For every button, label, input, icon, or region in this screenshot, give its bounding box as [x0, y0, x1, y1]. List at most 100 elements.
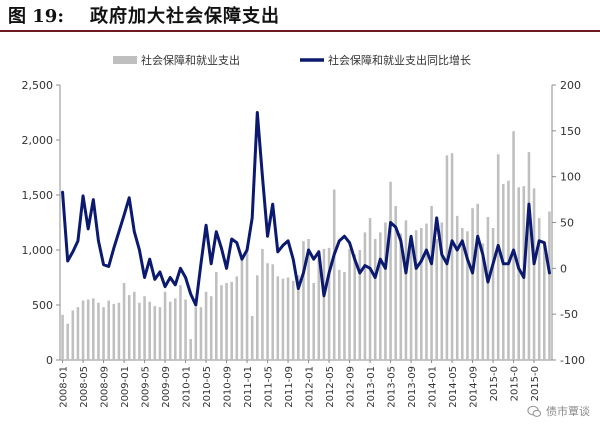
bar — [199, 307, 203, 360]
bar — [517, 187, 520, 360]
y-right-tick-label: 150 — [560, 125, 581, 138]
growth-line — [61, 111, 551, 307]
y-left-tick-label: 2,500 — [22, 79, 54, 92]
bar — [363, 232, 367, 360]
bar — [204, 291, 208, 360]
bar — [194, 307, 198, 360]
bar — [76, 307, 80, 360]
legend-bar-swatch — [113, 56, 137, 64]
bar — [343, 272, 346, 360]
bar — [245, 246, 249, 360]
x-tick-label: 2009-09 — [161, 366, 172, 408]
bar — [338, 269, 341, 360]
bar — [209, 296, 213, 360]
bar — [117, 302, 121, 360]
chart-legend: 社会保障和就业支出 社会保障和就业支出同比增长 — [113, 53, 471, 67]
bar — [327, 247, 331, 360]
x-tick-label: 2015-0 — [530, 366, 541, 401]
combo-chart: 社会保障和就业支出 社会保障和就业支出同比增长 0 50 0 1,000 1,500 2,0… — [22, 53, 585, 408]
bar — [455, 215, 459, 360]
title-divider — [0, 30, 600, 32]
bar — [368, 218, 372, 360]
bar — [86, 299, 90, 360]
x-tick-label: 2014-01 — [428, 366, 439, 408]
y-right-tick-label: 200 — [560, 79, 581, 92]
bar — [332, 189, 336, 360]
bar — [276, 276, 280, 360]
bar — [138, 302, 141, 360]
bar — [220, 285, 223, 360]
bar — [250, 316, 254, 360]
x-tick-label: 2013-01 — [366, 366, 377, 408]
y-right-tick-label: -50 — [560, 308, 578, 321]
bar — [471, 208, 474, 360]
bar — [461, 228, 464, 360]
bar — [414, 230, 418, 360]
bar — [389, 181, 392, 360]
bar — [158, 307, 162, 360]
bar — [215, 272, 218, 360]
x-tick-label: 2012-09 — [346, 366, 357, 408]
bar — [353, 254, 356, 360]
bar — [481, 243, 485, 360]
bar — [286, 277, 290, 360]
x-tick-label: 2008-05 — [79, 366, 90, 408]
bar — [476, 203, 479, 360]
x-tick-label: 2009-01 — [120, 366, 131, 408]
bar — [66, 323, 69, 360]
x-tick-label: 2013-05 — [387, 366, 398, 408]
bar — [256, 275, 259, 360]
wechat-icon — [527, 405, 542, 417]
legend-bar-label: 社会保障和就业支出 — [141, 53, 240, 67]
bar — [168, 301, 172, 360]
bar — [230, 281, 233, 360]
bar — [450, 153, 454, 360]
y-left-tick-label: 1,000 — [22, 244, 54, 257]
bar — [312, 283, 315, 360]
bar — [496, 154, 500, 360]
bar — [240, 255, 244, 360]
x-tick-label: 2009-05 — [141, 366, 152, 408]
bar — [261, 248, 264, 360]
bar — [486, 217, 490, 360]
bar — [92, 298, 95, 360]
bar — [281, 278, 285, 360]
bar — [512, 131, 515, 360]
bar — [133, 291, 136, 360]
bar — [107, 300, 110, 360]
x-tick-label: 2012-05 — [325, 366, 336, 408]
figure-title: 政府加大社会保障支出 — [89, 6, 280, 27]
bar — [548, 211, 551, 360]
y-right-tick-label: 50 — [560, 217, 574, 230]
bar — [491, 228, 495, 360]
x-tick-label: 2014-05 — [448, 366, 459, 408]
bar — [189, 339, 192, 360]
y-right-tick-label: -100 — [560, 354, 585, 367]
bar — [502, 184, 505, 360]
bar — [373, 239, 377, 360]
bar — [291, 280, 295, 360]
bar — [97, 302, 100, 360]
bar — [404, 220, 408, 360]
bar — [112, 303, 116, 360]
bar — [61, 314, 64, 360]
bar — [507, 180, 510, 360]
bar — [143, 296, 146, 360]
bar — [322, 248, 326, 360]
bar — [409, 236, 413, 360]
x-tick-label: 2012-01 — [305, 366, 316, 408]
bar — [420, 228, 423, 360]
bar — [399, 233, 403, 360]
watermark-text: 债市覃谈 — [546, 405, 590, 418]
x-tick-label: 2015-0 — [510, 366, 521, 401]
bar — [235, 276, 239, 360]
y-left-tick-label: 1,500 — [22, 189, 54, 202]
y-left-tick-label: 2,000 — [22, 134, 54, 147]
bar — [466, 231, 469, 360]
legend-line-label: 社会保障和就业支出同比增长 — [328, 53, 471, 67]
y-right-tick-label: 100 — [560, 171, 581, 184]
y-left-tick-label: 0 — [46, 354, 53, 367]
y-right-tick-label: 0 — [560, 262, 567, 275]
bar — [127, 295, 131, 360]
bar — [379, 232, 382, 360]
